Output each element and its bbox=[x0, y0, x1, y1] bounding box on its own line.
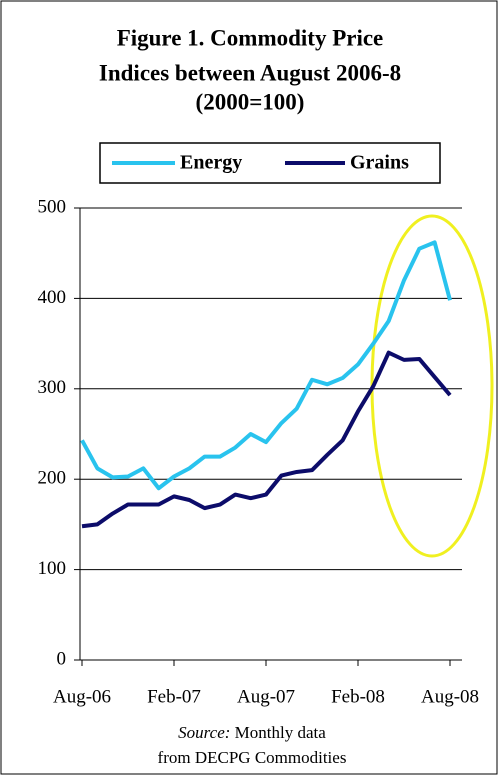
y-tick-label: 0 bbox=[57, 648, 67, 669]
x-tick-label: Aug-07 bbox=[237, 686, 295, 707]
source-text: from DECPG Commodities bbox=[158, 748, 347, 767]
series-line bbox=[80, 240, 452, 491]
legend-label: Energy bbox=[180, 152, 242, 174]
x-tick-label: Feb-07 bbox=[147, 686, 201, 707]
y-tick-label: 300 bbox=[38, 377, 67, 398]
y-tick-label: 400 bbox=[38, 287, 67, 308]
highlight-ellipse bbox=[370, 214, 494, 558]
chart-title: Indices between August 2006-8 bbox=[99, 60, 401, 85]
x-tick-label: Aug-08 bbox=[421, 686, 479, 707]
y-tick-label: 200 bbox=[38, 468, 67, 489]
y-tick-label: 500 bbox=[38, 196, 67, 217]
chart-title: Figure 1. Commodity Price bbox=[117, 25, 384, 50]
chart-title: (2000=100) bbox=[196, 89, 305, 114]
source-text: Monthly data bbox=[235, 723, 327, 742]
source-line: Source: Monthly data bbox=[178, 723, 326, 742]
series-line bbox=[81, 350, 452, 529]
source-label: Source: bbox=[178, 723, 230, 742]
x-tick-label: Feb-08 bbox=[331, 686, 385, 707]
legend-label: Grains bbox=[350, 152, 409, 174]
x-tick-label: Aug-06 bbox=[53, 686, 111, 707]
y-tick-label: 100 bbox=[38, 558, 67, 579]
